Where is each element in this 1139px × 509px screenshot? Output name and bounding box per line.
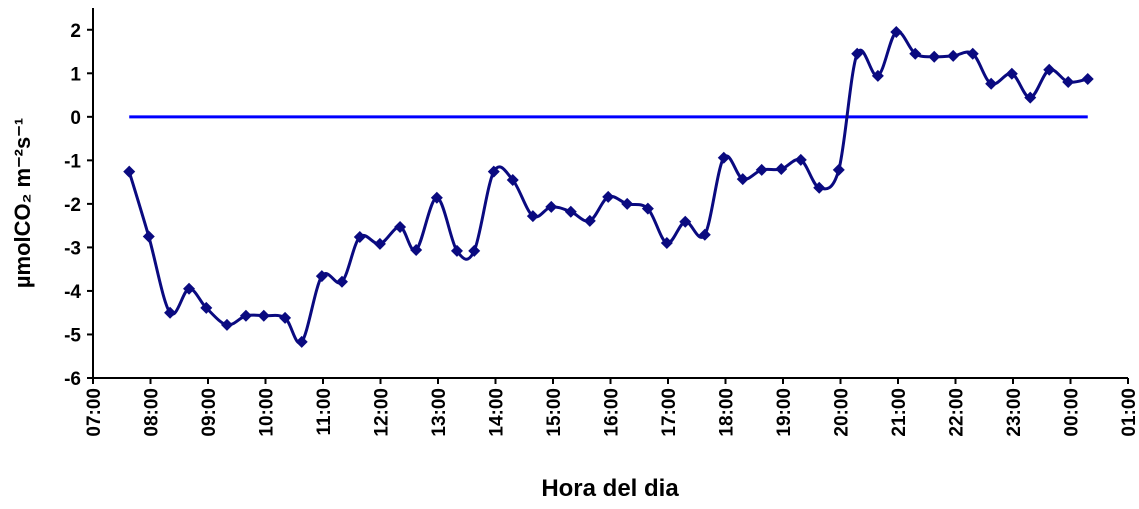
x-tick-label: 08:00 <box>142 388 163 437</box>
y-tick-label: -2 <box>64 195 81 216</box>
x-tick-label: 07:00 <box>84 388 105 437</box>
data-point <box>1062 76 1075 88</box>
data-point <box>430 191 443 204</box>
data-point <box>183 282 196 295</box>
data-point <box>142 230 155 243</box>
data-point <box>315 270 328 283</box>
data-point <box>545 200 558 213</box>
data-point <box>220 318 233 331</box>
data-point <box>1081 72 1094 85</box>
data-point <box>200 301 213 314</box>
data-point <box>164 306 177 319</box>
y-tick-label: -3 <box>64 238 81 259</box>
data-point <box>564 205 577 218</box>
y-tick-label: 1 <box>70 64 81 85</box>
x-tick-label: 23:00 <box>1004 388 1025 437</box>
y-tick-label: -1 <box>64 151 81 172</box>
data-point <box>947 49 960 62</box>
data-point <box>123 165 136 178</box>
data-point <box>966 47 979 60</box>
x-tick-label: 17:00 <box>659 388 680 437</box>
data-point <box>871 69 884 82</box>
x-tick-label: 00:00 <box>1062 388 1083 437</box>
data-point <box>450 244 463 257</box>
x-tick-label: 21:00 <box>889 388 910 437</box>
data-point <box>890 25 903 38</box>
data-point <box>698 228 711 241</box>
x-tick-label: 09:00 <box>199 388 220 437</box>
data-point <box>641 202 654 215</box>
data-point <box>909 47 922 60</box>
x-tick-label: 16:00 <box>602 388 623 437</box>
data-point <box>279 311 292 324</box>
x-tick-label: 10:00 <box>257 388 278 437</box>
data-point <box>506 173 519 186</box>
x-tick-label: 12:00 <box>372 388 393 437</box>
data-point <box>239 309 252 322</box>
data-point <box>851 47 864 60</box>
y-tick-label: -6 <box>64 369 81 390</box>
data-point <box>526 210 539 223</box>
data-point <box>257 309 270 322</box>
x-tick-label: 19:00 <box>774 388 795 437</box>
y-axis-title: µmolCO₂ m⁻²s⁻¹ <box>10 118 35 288</box>
y-tick-label: -5 <box>64 325 81 346</box>
x-tick-label: 11:00 <box>314 388 335 436</box>
data-point <box>394 220 407 233</box>
data-point <box>602 190 615 203</box>
data-point <box>775 163 788 176</box>
data-point <box>928 50 941 63</box>
series-line <box>127 30 1089 345</box>
data-point <box>373 237 386 250</box>
data-point <box>736 173 749 186</box>
x-tick-label: 22:00 <box>947 388 968 437</box>
x-tick-label: 15:00 <box>544 388 565 437</box>
x-axis-title: Hora del dia <box>541 475 679 502</box>
data-point <box>335 275 348 288</box>
y-tick-label: -4 <box>64 282 81 303</box>
y-tick-label: 2 <box>70 21 81 42</box>
data-point <box>755 163 768 176</box>
data-point <box>813 181 826 194</box>
data-point <box>621 197 634 210</box>
x-tick-label: 13:00 <box>429 388 450 437</box>
data-point <box>660 237 673 250</box>
data-point <box>468 244 481 257</box>
data-point <box>1005 67 1018 80</box>
x-tick-label: 14:00 <box>487 388 508 437</box>
data-point <box>583 214 596 227</box>
data-point <box>832 163 845 176</box>
data-point <box>985 77 998 90</box>
data-point <box>295 335 308 348</box>
data-point <box>1043 63 1056 76</box>
data-point <box>679 215 692 228</box>
data-point <box>1024 91 1037 104</box>
data-point <box>353 230 366 243</box>
data-point <box>487 165 500 178</box>
data-point <box>410 244 423 257</box>
x-tick-label: 20:00 <box>832 388 853 437</box>
x-tick-label: 18:00 <box>717 388 738 437</box>
y-tick-label: 0 <box>70 108 81 129</box>
data-point <box>794 153 807 166</box>
x-tick-label: 01:00 <box>1119 388 1139 437</box>
data-point <box>717 151 730 164</box>
